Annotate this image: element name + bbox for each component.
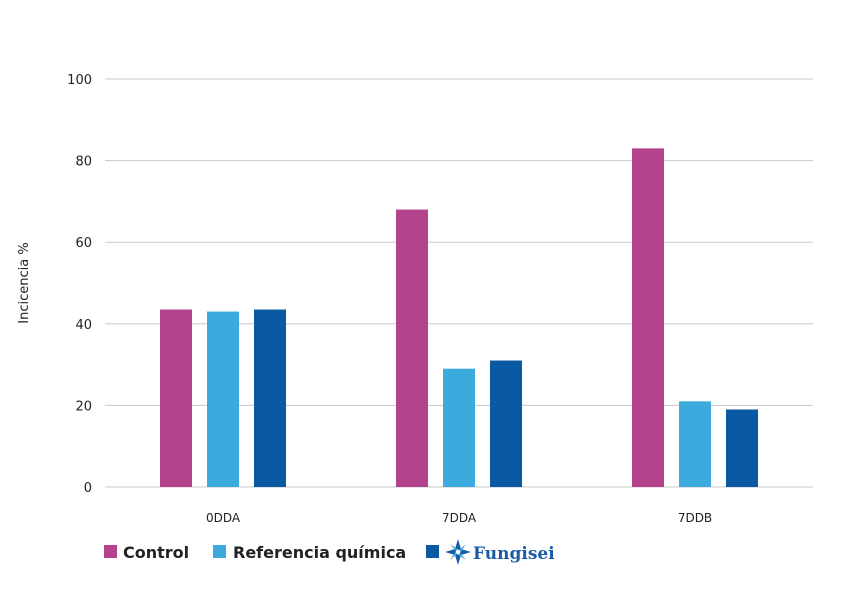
y-tick-label: 40	[75, 318, 92, 333]
y-tick-label: 20	[75, 399, 92, 414]
y-tick-label: 60	[75, 236, 92, 251]
bar	[254, 309, 286, 487]
bar	[443, 368, 475, 487]
x-axis-ticks: 0DDA 7DDA 7DDB	[206, 511, 712, 525]
legend-swatch-control	[104, 545, 117, 558]
bar	[396, 209, 428, 487]
y-tick-label: 80	[75, 155, 92, 170]
legend: Control Referencia química Fungisei	[104, 539, 555, 565]
bar	[160, 309, 192, 487]
bar	[726, 409, 758, 487]
x-tick-label: 0DDA	[206, 511, 241, 525]
x-tick-label: 7DDB	[678, 511, 712, 525]
bar	[490, 360, 522, 487]
legend-label-control: Control	[123, 543, 189, 562]
bar	[632, 148, 664, 488]
star-logo-icon	[445, 539, 471, 565]
bar	[207, 311, 239, 487]
y-axis-label: Incicencia %	[17, 242, 32, 323]
y-tick-label: 0	[84, 481, 92, 496]
x-tick-label: 7DDA	[442, 511, 477, 525]
bar	[679, 401, 711, 487]
legend-label-fungisei: Fungisei	[473, 544, 555, 564]
legend-swatch-fungisei	[426, 545, 439, 558]
legend-swatch-referencia	[213, 545, 226, 558]
y-axis-ticks: 0 20 40 60 80 100	[67, 73, 92, 496]
y-tick-label: 100	[67, 73, 92, 88]
bars	[160, 148, 758, 488]
legend-label-referencia: Referencia química	[233, 543, 406, 562]
